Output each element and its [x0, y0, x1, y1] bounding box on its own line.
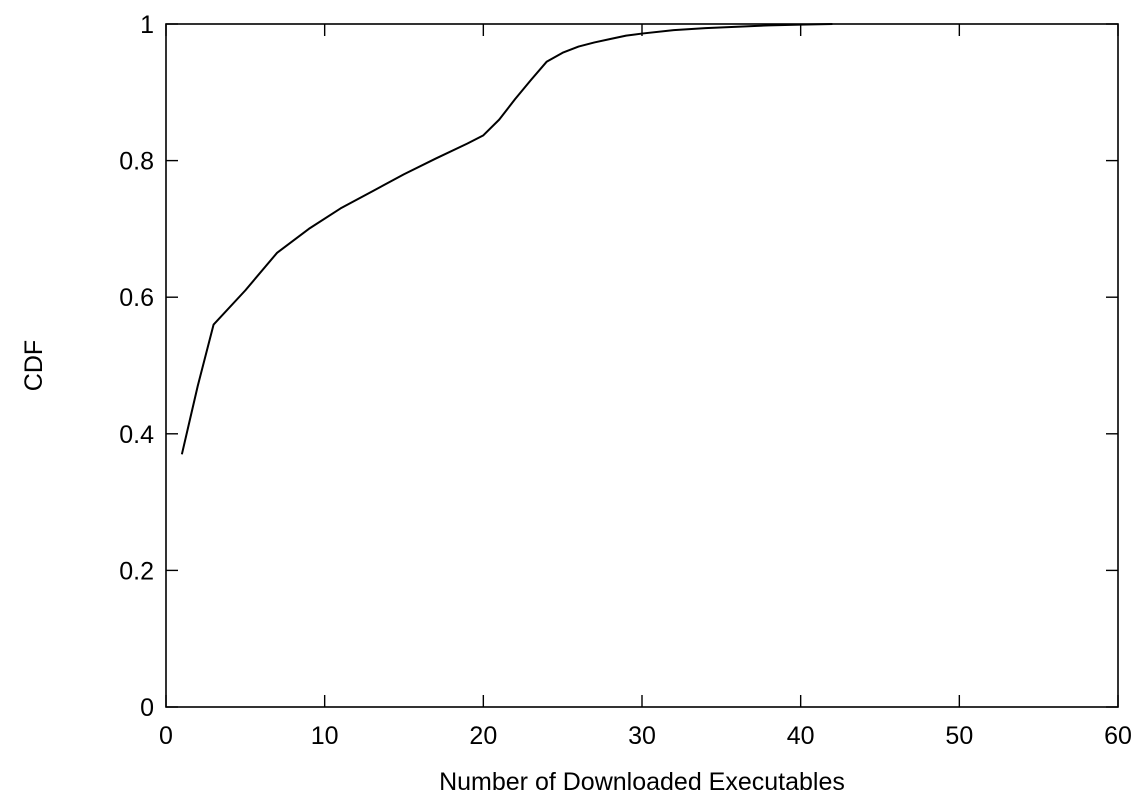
- x-tick-label: 0: [159, 722, 173, 750]
- y-tick-label: 0.4: [119, 421, 154, 449]
- x-tick-label: 10: [311, 722, 339, 750]
- y-tick-label: 0: [140, 694, 154, 722]
- x-tick-label: 40: [787, 722, 815, 750]
- x-tick-label: 20: [469, 722, 497, 750]
- x-tick-label: 60: [1104, 722, 1132, 750]
- y-tick-label: 1: [140, 11, 154, 39]
- x-axis-title: Number of Downloaded Executables: [439, 768, 845, 796]
- cdf-series-line: [180, 23, 833, 455]
- x-tick-label: 50: [945, 722, 973, 750]
- plot-frame: [165, 23, 1119, 708]
- y-tick-label: 0.6: [119, 284, 154, 312]
- series-layer: [180, 23, 833, 455]
- y-tick-label: 0.8: [119, 148, 154, 176]
- x-tick-label: 30: [628, 722, 656, 750]
- y-axis-title: CDF: [20, 340, 48, 391]
- ticks-layer: 0 10 20 30 40 50 60 0 0.2 0.4 0.6 0.8 1: [119, 11, 1132, 750]
- y-tick-label: 0.2: [119, 557, 154, 585]
